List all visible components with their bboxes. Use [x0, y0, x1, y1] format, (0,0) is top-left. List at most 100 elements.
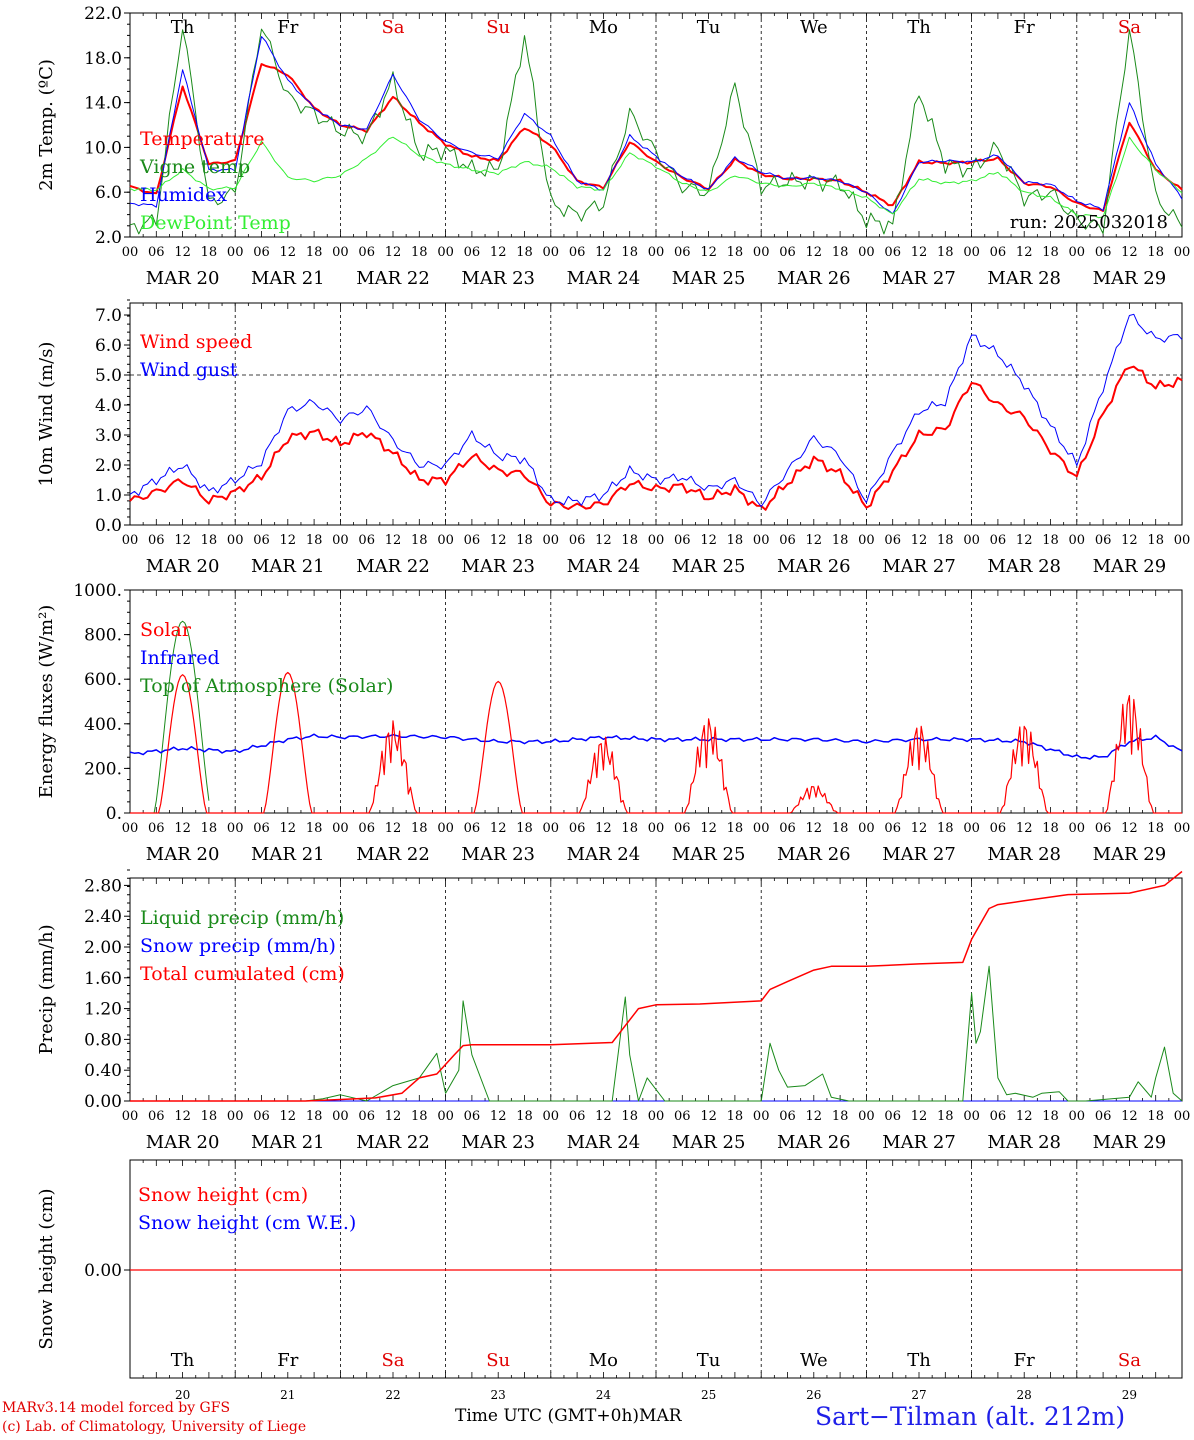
x-tick-label: 06	[148, 821, 165, 836]
x-tick-label: 00	[1174, 245, 1191, 260]
x-tick-label: 18	[832, 533, 849, 548]
legend: Snow height (cm) Snow height (cm W.E.)	[138, 1184, 356, 1234]
y-tick-label: 2.40	[84, 907, 122, 927]
weekday-label: Tu	[697, 17, 721, 38]
time-axis-title: Time UTC (GMT+0h)MAR	[455, 1406, 682, 1426]
weekday-label: Th	[907, 1350, 931, 1371]
panel-frame-3	[129, 589, 1183, 814]
x-tick-label: 12	[1016, 533, 1033, 548]
x-tick-label: 00	[122, 245, 139, 260]
y-tick-label: 0.0	[95, 516, 122, 536]
date-label: MAR 27	[882, 844, 956, 865]
x-tick-label: 12	[911, 245, 928, 260]
x-tick-label: 18	[1042, 821, 1059, 836]
x-tick-label: 00	[858, 533, 875, 548]
x-tick-label: 00	[753, 1109, 770, 1124]
x-tick-label: 18	[621, 533, 638, 548]
x-tick-label: 12	[490, 1109, 507, 1124]
x-tick-label: 18	[306, 1109, 323, 1124]
x-tick-label: 06	[884, 245, 901, 260]
date-label: MAR 22	[356, 1132, 430, 1153]
y-axis-label: Energy fluxes (W/m²)	[36, 605, 57, 799]
date-label: MAR 29	[1093, 268, 1167, 289]
x-tick-label: 12	[490, 245, 507, 260]
date-label: MAR 23	[461, 844, 535, 865]
x-tick-label: 12	[700, 533, 717, 548]
x-tick-label: 06	[990, 533, 1007, 548]
panel-border	[129, 12, 1183, 238]
x-tick-label: 00	[543, 821, 560, 836]
x-tick-label: 18	[727, 1109, 744, 1124]
x-tick-label: 00	[648, 821, 665, 836]
x-tick-label: 06	[779, 533, 796, 548]
x-tick-label: 00	[963, 245, 980, 260]
y-tick-label: 200.	[84, 759, 122, 779]
x-tick-label: 12	[1016, 821, 1033, 836]
x-tick-label: 06	[884, 533, 901, 548]
date-label: MAR 20	[146, 844, 220, 865]
y-axis: 0.0 1.0 2.0 3.0 4.0 5.0 6.0 7.0 10m Wind (m/s)	[36, 299, 130, 536]
legend: Wind speed Wind gust	[140, 331, 252, 381]
x-tick-label: 18	[1042, 245, 1059, 260]
x-tick-label: 18	[1042, 1109, 1059, 1124]
x-tick-label: 18	[411, 1109, 428, 1124]
x-tick-label: 00	[648, 1109, 665, 1124]
series-line	[130, 965, 1183, 1102]
x-tick-label: 00	[227, 1109, 244, 1124]
x-tick-label: 18	[516, 821, 533, 836]
x-tick-label: 12	[595, 533, 612, 548]
legend-entry: Wind speed	[140, 331, 252, 353]
x-tick-label: 12	[174, 245, 191, 260]
x-tick-label: 00	[1174, 533, 1191, 548]
x-tick-label: 00	[332, 1109, 349, 1124]
x-tick-label: 12	[700, 1109, 717, 1124]
energy-series	[129, 620, 1183, 814]
x-tick-label: 12	[385, 821, 402, 836]
meteogram-chart: 00 06 12 18 00 06 12 18 00 06 12 18 00 06 12 18 00 06 12 18…	[36, 4, 1191, 1400]
weekday-label: Su	[486, 17, 510, 38]
x-tick-label: 12	[1121, 245, 1138, 260]
date-label: MAR 20	[146, 1132, 220, 1153]
x-tick-label: 00	[543, 245, 560, 260]
x-tick-label: 18	[201, 1109, 218, 1124]
x-tick-label: 12	[385, 245, 402, 260]
x-tick-label: 18	[621, 245, 638, 260]
y-tick-label: 22.0	[84, 4, 122, 24]
x-tick-label: 12	[1016, 1109, 1033, 1124]
date-number: 21	[280, 1388, 295, 1400]
date-label: MAR 27	[882, 556, 956, 577]
x-tick-label: 00	[963, 821, 980, 836]
x-tick-label: 12	[385, 533, 402, 548]
weekday-label: Sa	[1118, 1350, 1141, 1371]
x-tick-label: 18	[1042, 533, 1059, 548]
x-hour-ticks: 00 06 12 18 00 06 12 18 00 06 12 18 00 06 12 18 00 06 12 18…	[122, 533, 1191, 577]
x-tick-label: 00	[753, 245, 770, 260]
y-axis-label: 2m Temp. (ºC)	[36, 59, 57, 191]
legend: Solar Infrared Top of Atmosphere (Solar)	[140, 619, 393, 697]
y-tick-label: 2.80	[84, 876, 122, 896]
x-tick-label: 18	[306, 533, 323, 548]
weekday-label: Fr	[277, 17, 298, 38]
x-tick-label: 06	[253, 821, 270, 836]
y-axis-label: 10m Wind (m/s)	[36, 342, 57, 487]
legend-entry: Liquid precip (mm/h)	[140, 907, 344, 929]
panel-frame-5	[129, 1159, 1183, 1379]
x-tick-label: 06	[1095, 821, 1112, 836]
x-tick-label: 06	[358, 533, 375, 548]
x-tick-label: 18	[411, 245, 428, 260]
x-tick-label: 12	[1121, 821, 1138, 836]
x-tick-label: 12	[595, 1109, 612, 1124]
y-tick-label: 2.0	[95, 228, 122, 248]
x-tick-label: 12	[490, 533, 507, 548]
date-label: MAR 27	[882, 268, 956, 289]
x-hour-ticks: 00 06 12 18 00 06 12 18 00 06 12 18 00 06 12 18 00 06 12 18…	[122, 821, 1191, 865]
y-tick-label: 6.0	[95, 183, 122, 203]
date-label: MAR 25	[672, 1132, 746, 1153]
weekday-label: Sa	[1118, 17, 1141, 38]
x-tick-label: 06	[358, 245, 375, 260]
x-tick-label: 18	[727, 245, 744, 260]
y-tick-label: 10.0	[84, 138, 122, 158]
x-tick-label: 12	[700, 245, 717, 260]
y-axis: 0.00 0.40 0.80 1.20 1.60 2.00 2.40 2.80 Precip (…	[36, 869, 130, 1112]
legend-entry: Infrared	[140, 647, 220, 669]
